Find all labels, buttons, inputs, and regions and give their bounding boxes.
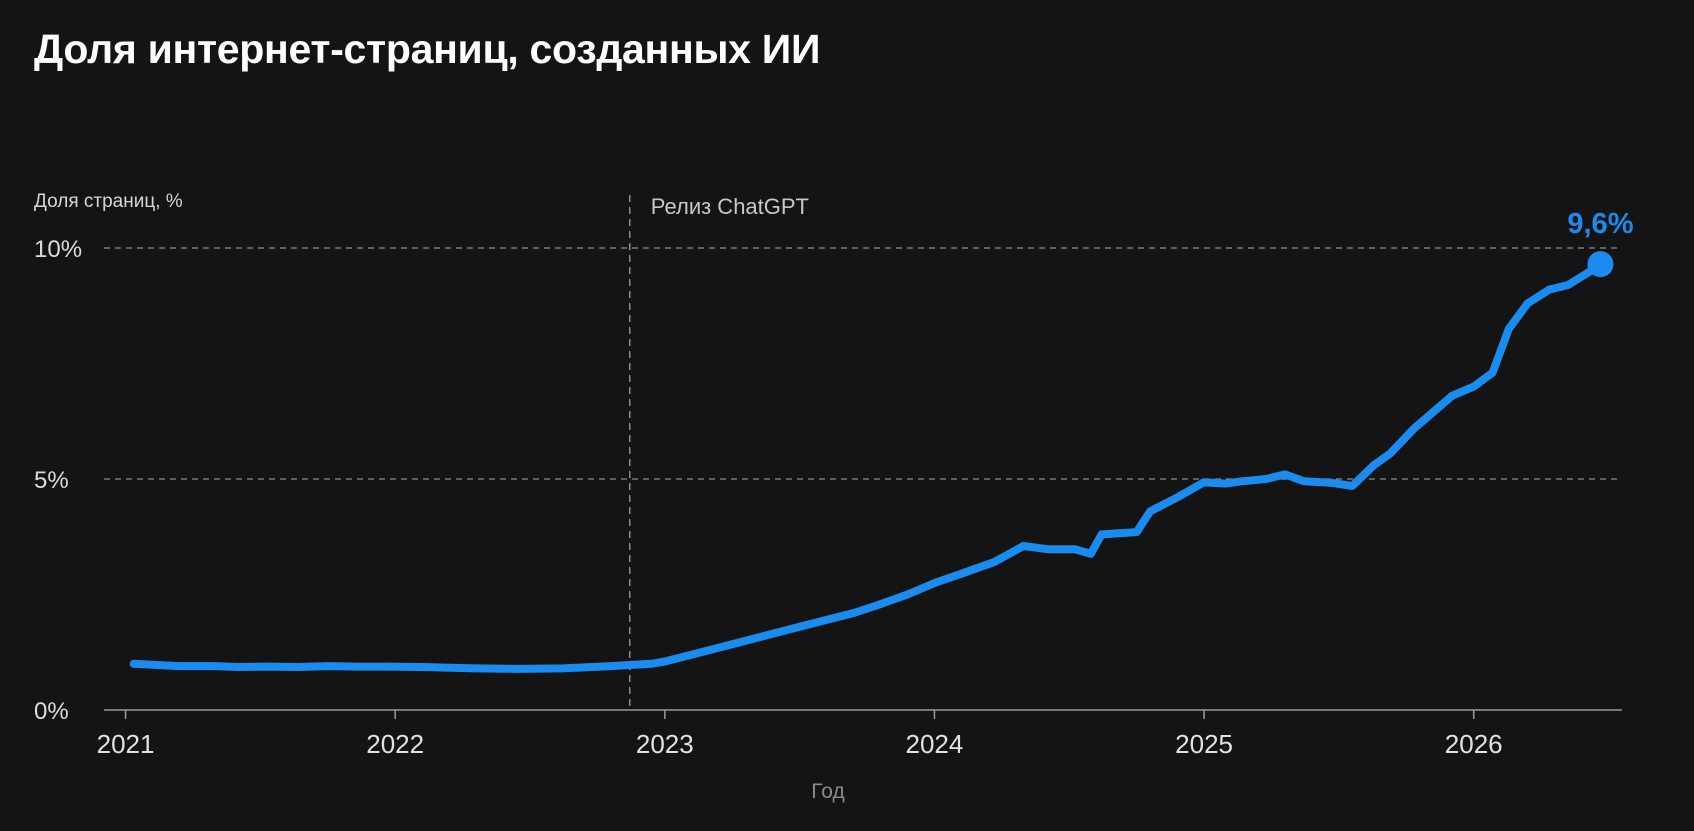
y-tick-label-2: 10% — [34, 236, 82, 263]
chart-title: Доля интернет-страниц, созданных ИИ — [34, 26, 821, 72]
x-tick-label-2: 2023 — [636, 729, 694, 759]
x-tick-label-3: 2024 — [906, 729, 964, 759]
end-value-label: 9,6% — [1567, 208, 1633, 240]
x-tick-label-5: 2026 — [1445, 729, 1503, 759]
x-axis-ticks: 2021 2022 2023 2024 2025 2026 — [97, 710, 1503, 759]
annotation-label: Релиз ChatGPT — [651, 194, 809, 219]
y-axis-ticks: 0% 5% 10% — [34, 236, 82, 725]
x-tick-label-1: 2022 — [366, 729, 424, 759]
end-point-marker — [1587, 251, 1614, 278]
x-tick-label-0: 2021 — [97, 729, 155, 759]
y-tick-label-1: 5% — [34, 467, 69, 494]
gridlines — [104, 247, 1622, 480]
y-tick-label-0: 0% — [34, 698, 69, 725]
x-tick-label-4: 2025 — [1175, 729, 1233, 759]
x-axis-title: Год — [811, 780, 844, 803]
series-line — [129, 260, 1605, 673]
chatgpt-release-annotation: Релиз ChatGPT — [629, 194, 809, 710]
y-axis-title: Доля страниц, % — [34, 191, 183, 212]
